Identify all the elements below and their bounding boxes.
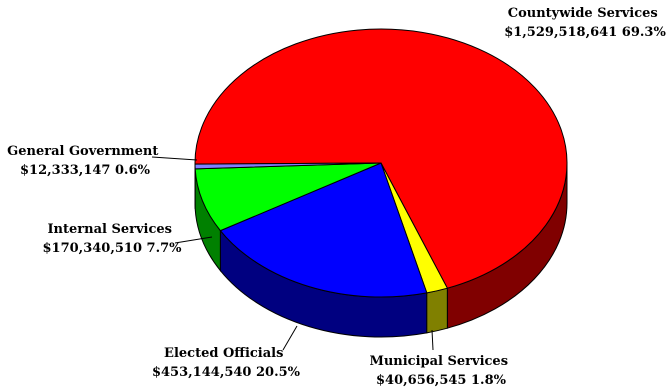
slice-elected-officials — [219, 162, 428, 298]
slice-countywide-services — [194, 28, 568, 289]
label-countywide-services: Countywide Services $1,529,518,641 69.3% — [504, 6, 666, 40]
label-internal-services: Internal Services $170,340,510 7.7% — [42, 222, 182, 256]
pie-sides — [194, 162, 568, 338]
slice-general-government — [194, 162, 382, 170]
leader-lines — [151, 156, 434, 351]
pie-tops — [194, 28, 568, 298]
label-municipal-services: Municipal Services $40,656,545 1.8% — [369, 354, 512, 388]
leader-elected-officials — [282, 325, 298, 351]
leader-internal-services — [174, 236, 213, 244]
label-general-government: General Government $12,333,147 0.6% — [7, 144, 163, 178]
leader-municipal-services — [431, 329, 434, 351]
label-elected-officials: Elected Officials $453,144,540 20.5% — [152, 346, 301, 380]
side-municipal-services — [426, 287, 448, 334]
leader-general-government — [151, 156, 198, 161]
